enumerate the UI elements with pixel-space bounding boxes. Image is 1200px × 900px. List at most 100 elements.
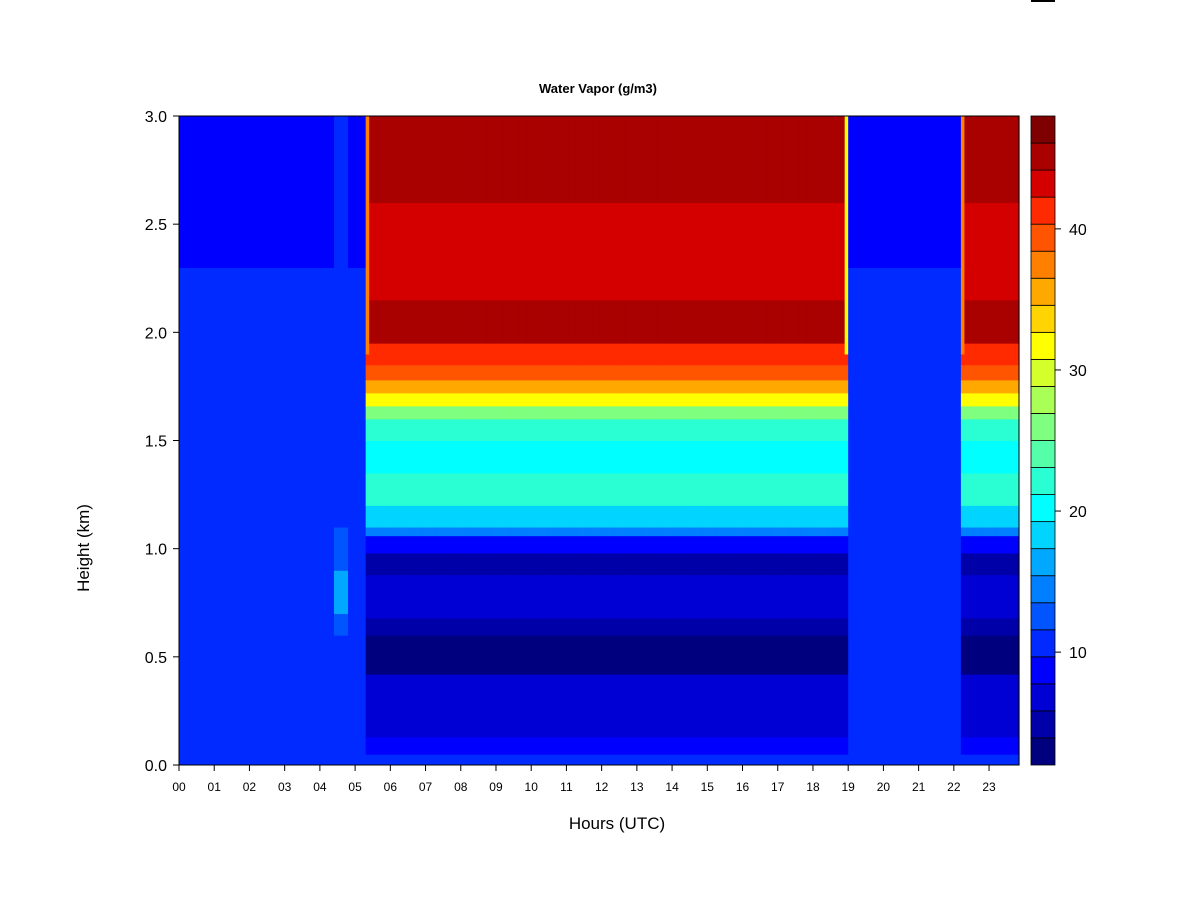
heatmap-cell [515,505,518,528]
heatmap-cell [649,736,652,755]
heatmap-cell [568,116,571,204]
heatmap-cell [423,617,427,636]
heatmap-cell [515,535,518,554]
heatmap-cell [393,202,397,301]
heatmap-cell [420,343,423,366]
heatmap-cell [446,392,450,407]
heatmap-cell [700,116,703,204]
heatmap-cell [619,299,622,344]
heatmap-cell [402,364,406,381]
heatmap-cell [223,267,226,766]
heatmap-cell [569,527,573,537]
heatmap-cell [462,674,465,738]
heatmap-cell [193,116,196,268]
heatmap-cell [733,552,737,576]
heatmap-cell [694,574,698,619]
heatmap-cell [598,535,601,554]
heatmap-cell [668,505,671,528]
heatmap-cell [346,613,349,636]
heatmap-cell [550,574,553,619]
heatmap-cell [652,472,656,506]
heatmap-cell [337,570,340,615]
heatmap-cell [540,674,543,738]
heatmap-cell [693,343,696,366]
heatmap-cell [409,418,413,441]
heatmap-cell [511,440,515,474]
heatmap-cell [559,574,562,619]
heatmap-cell [252,116,256,268]
heatmap-cell [645,505,649,528]
heatmap-cell [492,418,495,441]
heatmap-cell [675,418,678,441]
heatmap-cell [679,364,682,381]
heatmap-cell [393,574,397,619]
heatmap-cell [462,552,465,576]
heatmap-cell [522,116,525,204]
heatmap-cell [258,267,261,766]
heatmap-cell [677,617,680,636]
heatmap-cell [180,267,184,766]
heatmap-cell [379,116,383,204]
heatmap-cell [525,202,529,301]
heatmap-cell [462,440,465,474]
heatmap-cell [464,472,467,506]
heatmap-cell [633,202,636,301]
heatmap-cell [592,405,596,420]
heatmap-cell [534,472,538,506]
heatmap-cell [497,418,501,441]
heatmap-cell [499,574,502,619]
heatmap-cell [443,405,446,420]
heatmap-cell [441,405,444,420]
heatmap-cell [728,116,731,204]
heatmap-cell [638,392,641,407]
heatmap-cell [677,116,680,204]
heatmap-cell [573,574,576,619]
heatmap-cell [594,736,597,755]
heatmap-cell [578,674,582,738]
heatmap-cell [411,405,414,420]
heatmap-cell [422,364,425,381]
heatmap-cell [610,364,613,381]
heatmap-cell [517,343,520,366]
heatmap-cell [376,535,379,554]
heatmap-cell [400,202,404,301]
heatmap-cell [682,299,686,344]
heatmap-cell [448,364,451,381]
heatmap-cell [645,405,649,420]
heatmap-cell [487,617,490,636]
heatmap-cell [657,505,661,528]
heatmap-cell [423,674,427,738]
heatmap-cell [374,505,377,528]
heatmap-cell [735,405,738,420]
heatmap-cell [511,574,515,619]
heatmap-cell [626,527,629,537]
heatmap-cell [474,674,478,738]
heatmap-cell [453,527,457,537]
heatmap-cell [459,635,462,675]
heatmap-cell [490,392,494,407]
heatmap-cell [569,299,573,344]
heatmap-cell [480,364,483,381]
heatmap-cell [508,202,511,301]
heatmap-cell [665,116,668,204]
heatmap-cell [643,379,647,394]
heatmap-cell [728,736,731,755]
heatmap-cell [497,472,501,506]
heatmap-cell [642,527,645,537]
heatmap-cell [460,674,464,738]
heatmap-cell [584,635,587,675]
heatmap-cell [495,674,499,738]
heatmap-cell [467,736,471,755]
heatmap-cell [370,343,374,366]
heatmap-cell [723,674,726,738]
heatmap-cell [716,440,719,474]
heatmap-cell [714,754,717,766]
heatmap-cell [571,364,575,381]
heatmap-cell [584,440,587,474]
heatmap-cell [730,343,733,366]
heatmap-cell [707,440,710,474]
heatmap-cell [399,418,402,441]
heatmap-cell [696,472,700,506]
heatmap-cell [374,343,377,366]
